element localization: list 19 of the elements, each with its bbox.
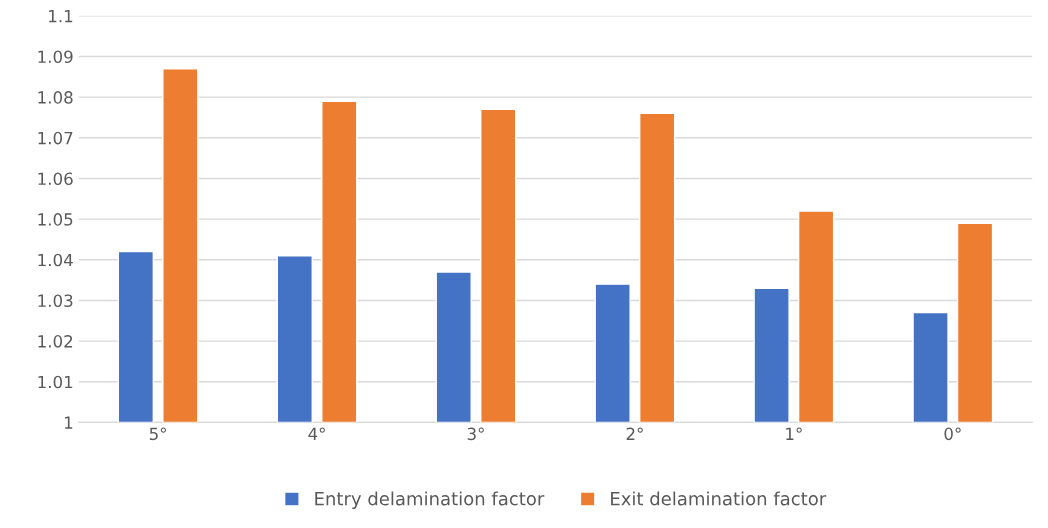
y-tick-label: 1.04 xyxy=(38,253,73,267)
x-tick-label: 2° xyxy=(626,427,643,440)
y-tick-label: 1.06 xyxy=(38,172,73,186)
legend-label: Entry delamination factor xyxy=(315,491,545,509)
x-tick-label: 3° xyxy=(467,427,484,441)
y-tick-label: 1.1 xyxy=(49,10,73,23)
x-tick-label: 1° xyxy=(786,427,802,440)
y-tick-label: 1.07 xyxy=(38,131,73,145)
x-tick-label: 4° xyxy=(308,427,325,440)
legend-label: Exit delamination factor xyxy=(611,491,827,506)
y-tick-label: 1 xyxy=(64,416,73,429)
y-tick-label: 1.08 xyxy=(38,91,73,104)
y-tick-label: 1.03 xyxy=(38,294,73,307)
y-tick-label: 1.01 xyxy=(38,375,73,389)
y-tick-label: 1.05 xyxy=(38,213,73,226)
y-tick-label: 1.02 xyxy=(38,335,73,348)
x-tick-label: 0° xyxy=(944,427,961,441)
x-tick-label: 5° xyxy=(149,427,166,441)
y-tick-label: 1.09 xyxy=(38,50,73,64)
